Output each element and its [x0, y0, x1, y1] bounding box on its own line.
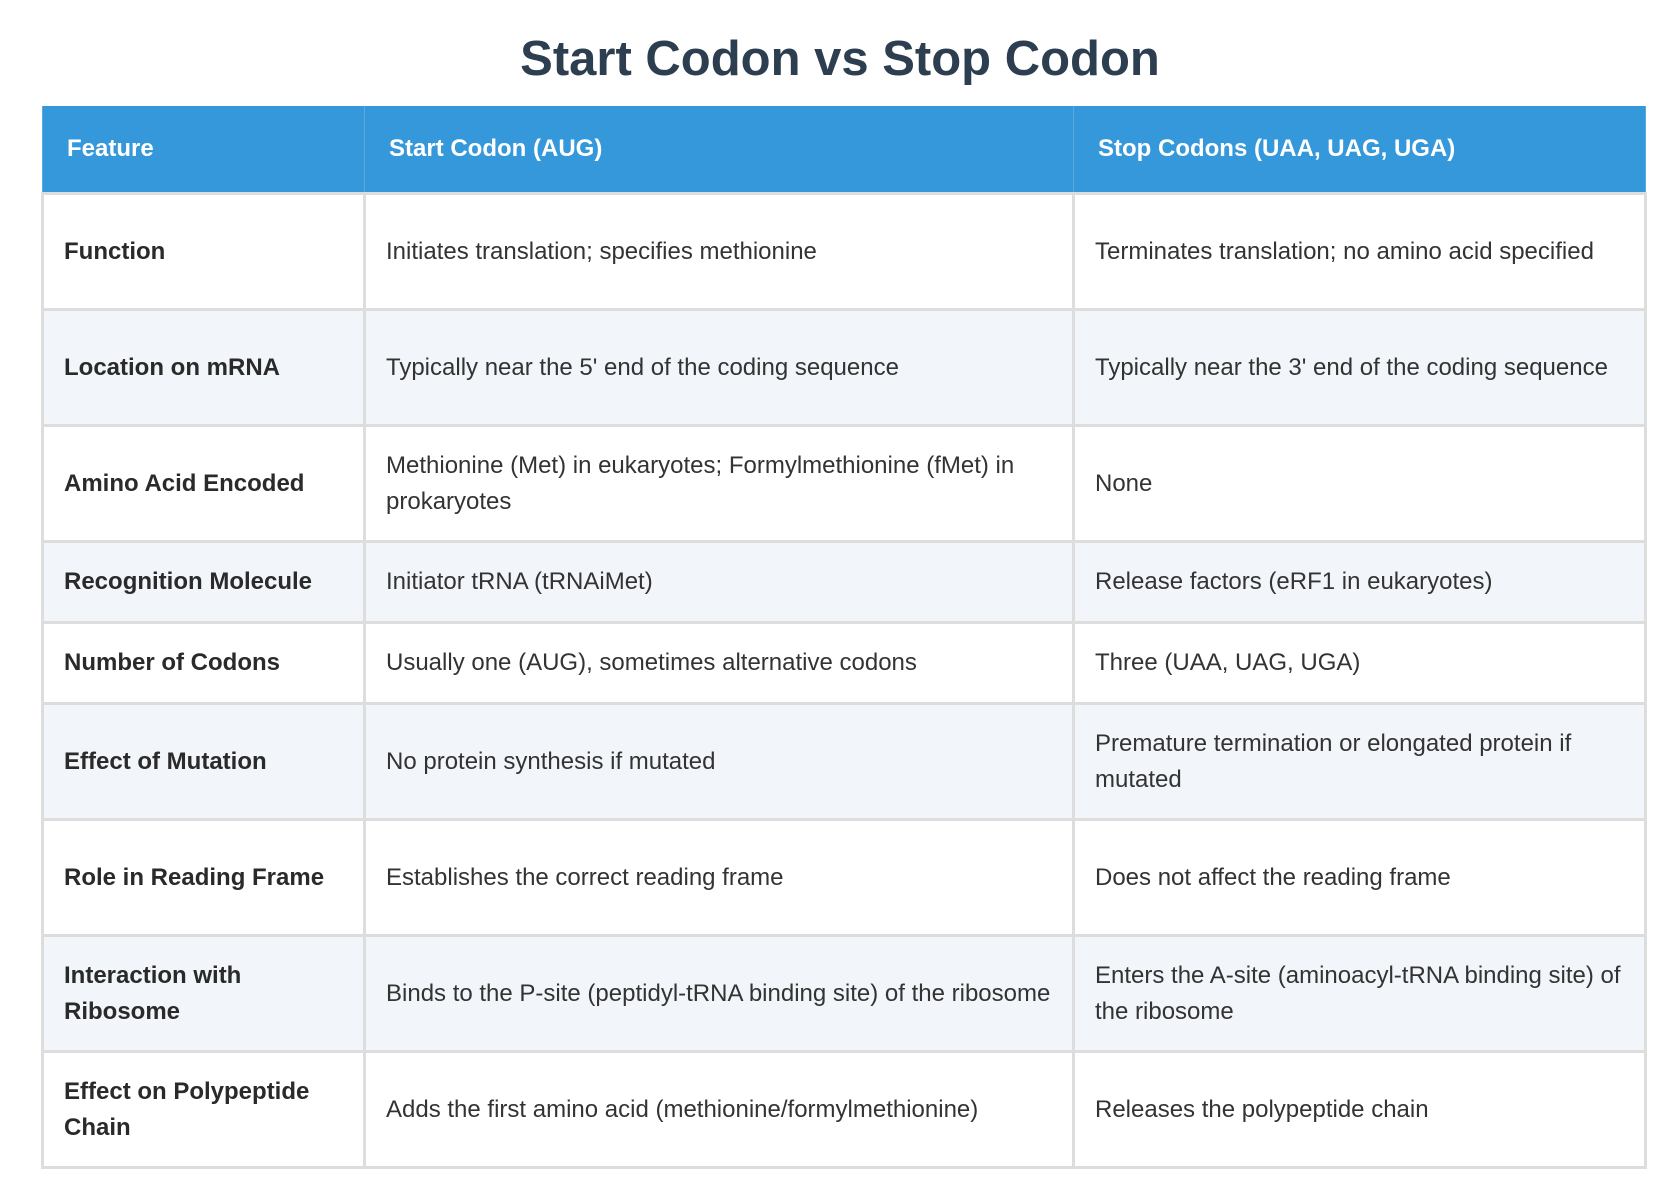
table-row: Role in Reading Frame Establishes the co… — [41, 818, 1647, 937]
stop-codon-cell: Does not affect the reading frame — [1072, 818, 1647, 937]
table-row: Number of Codons Usually one (AUG), some… — [41, 621, 1647, 705]
table-row: Amino Acid Encoded Methionine (Met) in e… — [41, 424, 1647, 543]
table-body: Function Initiates translation; specifie… — [41, 192, 1647, 1169]
stop-codon-cell: Release factors (eRF1 in eukaryotes) — [1072, 540, 1647, 624]
feature-cell: Role in Reading Frame — [41, 818, 366, 937]
feature-cell: Effect on Polypeptide Chain — [41, 1050, 366, 1169]
table-row: Effect on Polypeptide Chain Adds the fir… — [41, 1050, 1647, 1169]
feature-cell: Function — [41, 192, 366, 311]
start-codon-cell: Initiator tRNA (tRNAiMet) — [363, 540, 1075, 624]
feature-cell: Amino Acid Encoded — [41, 424, 366, 543]
header-feature: Feature — [42, 106, 365, 194]
start-codon-cell: Typically near the 5' end of the coding … — [363, 308, 1075, 427]
stop-codon-cell: Enters the A-site (aminoacyl-tRNA bindin… — [1072, 934, 1647, 1053]
start-codon-cell: No protein synthesis if mutated — [363, 702, 1075, 821]
header-stop-codons: Stop Codons (UAA, UAG, UGA) — [1073, 106, 1646, 194]
stop-codon-cell: Three (UAA, UAG, UGA) — [1072, 621, 1647, 705]
table-header: Feature Start Codon (AUG) Stop Codons (U… — [42, 106, 1646, 194]
table-row: Recognition Molecule Initiator tRNA (tRN… — [41, 540, 1647, 624]
page-title: Start Codon vs Stop Codon — [520, 32, 1160, 86]
feature-cell: Recognition Molecule — [41, 540, 366, 624]
comparison-table: Feature Start Codon (AUG) Stop Codons (U… — [41, 106, 1647, 1169]
header-start-codon: Start Codon (AUG) — [364, 106, 1074, 194]
feature-cell: Number of Codons — [41, 621, 366, 705]
stop-codon-cell: Terminates translation; no amino acid sp… — [1072, 192, 1647, 311]
table-row: Function Initiates translation; specifie… — [41, 192, 1647, 311]
start-codon-cell: Initiates translation; specifies methion… — [363, 192, 1075, 311]
start-codon-cell: Establishes the correct reading frame — [363, 818, 1075, 937]
stop-codon-cell: Typically near the 3' end of the coding … — [1072, 308, 1647, 427]
feature-cell: Effect of Mutation — [41, 702, 366, 821]
table-row: Effect of Mutation No protein synthesis … — [41, 702, 1647, 821]
feature-cell: Interaction with Ribosome — [41, 934, 366, 1053]
header-row: Feature Start Codon (AUG) Stop Codons (U… — [42, 106, 1646, 194]
stop-codon-cell: Premature termination or elongated prote… — [1072, 702, 1647, 821]
stop-codon-cell: None — [1072, 424, 1647, 543]
start-codon-cell: Adds the first amino acid (methionine/fo… — [363, 1050, 1075, 1169]
stop-codon-cell: Releases the polypeptide chain — [1072, 1050, 1647, 1169]
start-codon-cell: Binds to the P-site (peptidyl-tRNA bindi… — [363, 934, 1075, 1053]
table-row: Interaction with Ribosome Binds to the P… — [41, 934, 1647, 1053]
feature-cell: Location on mRNA — [41, 308, 366, 427]
start-codon-cell: Methionine (Met) in eukaryotes; Formylme… — [363, 424, 1075, 543]
table-row: Location on mRNA Typically near the 5' e… — [41, 308, 1647, 427]
start-codon-cell: Usually one (AUG), sometimes alternative… — [363, 621, 1075, 705]
